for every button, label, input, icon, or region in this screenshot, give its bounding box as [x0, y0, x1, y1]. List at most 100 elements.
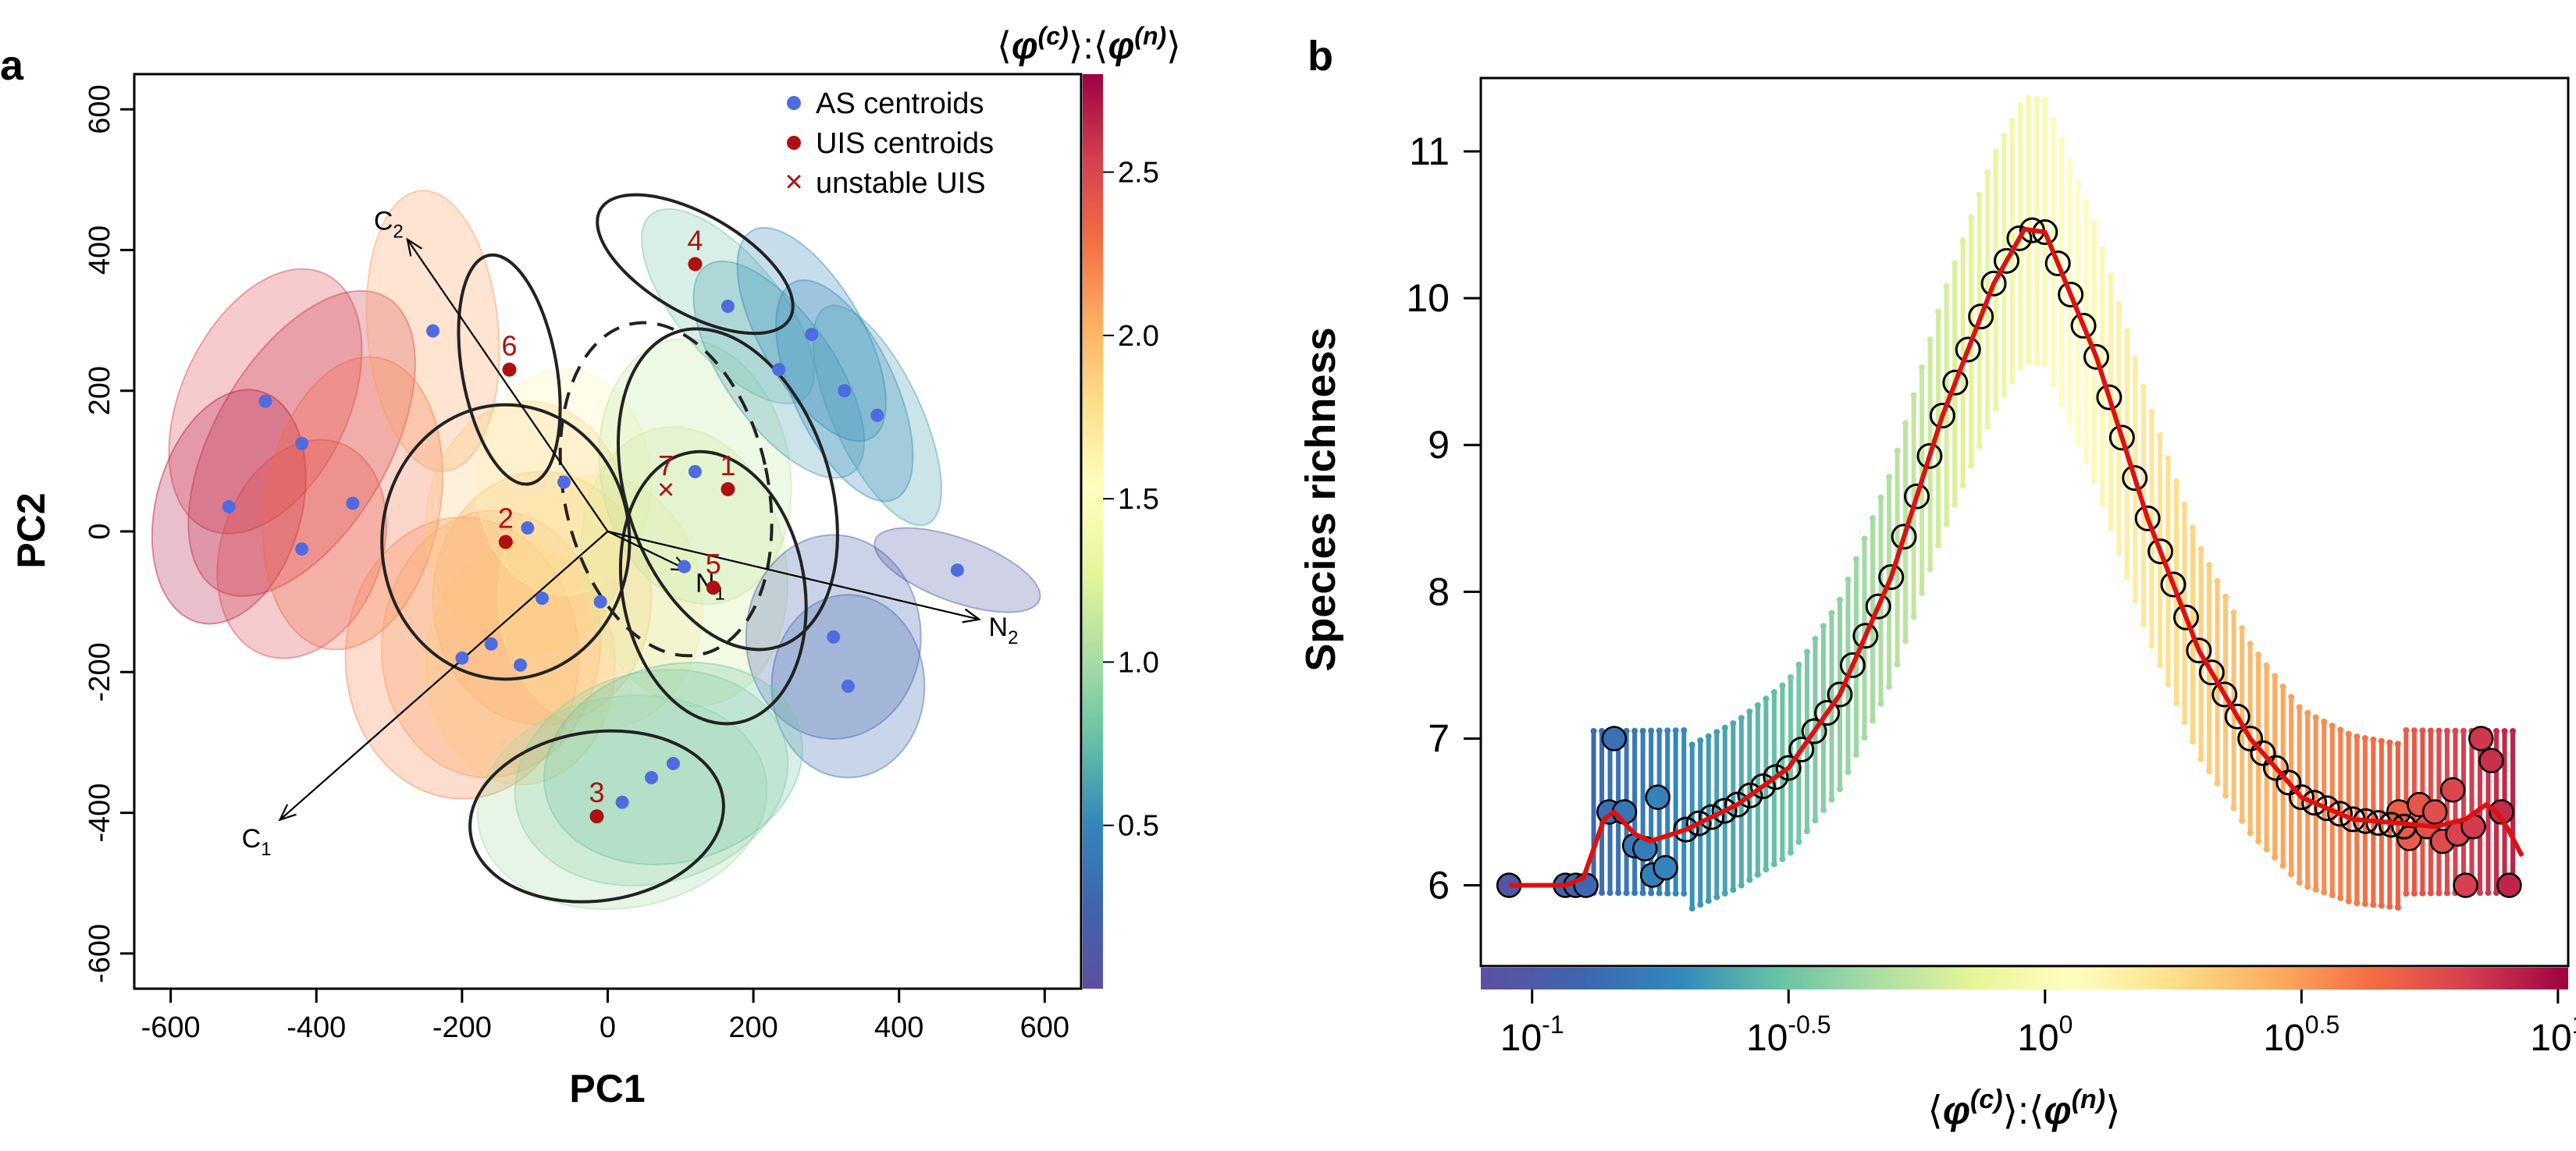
error-bar-cap-bottom [2008, 378, 2016, 385]
pc-arrow-head [278, 804, 297, 822]
panel-a-y-label: PC2 [9, 492, 53, 568]
x-tick-label: 400 [874, 1011, 923, 1044]
error-bar-cap-bottom [1910, 613, 1917, 620]
error-bar-cap-bottom [1713, 893, 1720, 901]
error-bar-cap-bottom [2345, 897, 2352, 904]
mean-point [2275, 769, 2302, 796]
legend-as-marker [787, 96, 801, 110]
pc-arrow-shaft [607, 531, 688, 571]
y-tick-label: 7 [1428, 716, 1450, 760]
error-bar-cap-top [2427, 727, 2434, 734]
as-ellipses-layer [151, 190, 1041, 911]
mean-point [2006, 225, 2033, 251]
pc-arrow-shaft [406, 239, 609, 532]
pc-arrow-shaft [279, 531, 609, 821]
panel-b-y-axis: 6 7 8 9 10 11 [1406, 130, 1481, 908]
panel-a-colorbar: 0.51.01.52.02.5 ⟨φ(c)⟩:⟨φ(n)⟩ [997, 22, 1181, 989]
error-bar-cap-top [1976, 191, 1983, 198]
sparse-point [2478, 748, 2504, 773]
error-bar-cap-top [2165, 455, 2172, 462]
error-bar-cap-top [1795, 661, 1802, 668]
error-bar-cap-bottom [1828, 796, 1835, 803]
error-bar-cap-bottom [1631, 890, 1638, 897]
sparse-point [2453, 872, 2478, 898]
error-bars-layer [1590, 94, 2517, 912]
sparse-point [2468, 726, 2494, 751]
panel-a-legend: AS centroids UIS centroids × unstable UI… [785, 87, 994, 200]
as-centroid [426, 324, 440, 338]
error-bar-cap-bottom [2140, 620, 2147, 627]
mean-point [1673, 816, 1699, 843]
mean-point [1788, 737, 1815, 763]
error-bar-cap-top [2132, 356, 2139, 363]
as-centroid [557, 475, 571, 489]
error-bar-cap-top [1935, 308, 1942, 315]
mean-point [2058, 281, 2084, 307]
error-bar-cap-bottom [2115, 549, 2122, 556]
error-bar-cap-top [2411, 727, 2418, 734]
unstable-uis-marker: × [657, 474, 674, 506]
y-tick-label: -400 [84, 783, 116, 843]
error-bar-cap-top [2279, 683, 2286, 690]
error-bar-cap-bottom [2370, 901, 2377, 908]
error-bar-cap-bottom [2132, 597, 2139, 604]
error-bar-cap-bottom [2230, 805, 2237, 812]
error-bar-cap-bottom [1852, 751, 1859, 758]
mean-point [2262, 755, 2289, 781]
error-bar-cap-top [2197, 545, 2204, 552]
error-bar-cap-top [1746, 708, 1753, 715]
mean-point [1968, 304, 1994, 330]
mean-point [1929, 403, 1955, 429]
mean-point [1801, 718, 1827, 744]
uis-centroid [498, 535, 513, 549]
tick-exponent: -1 [1542, 1011, 1564, 1039]
error-bar-cap-top [1688, 741, 1695, 748]
pc-arrow-head [962, 608, 982, 623]
panel-a-x-axis: -600 -400 -200 0 200 400 600 [141, 989, 1069, 1044]
error-bar-cap-bottom [2156, 662, 2163, 669]
arrow-subscript: 1 [261, 839, 271, 860]
error-bar-cap-top [2460, 727, 2467, 734]
mean-point [2134, 505, 2161, 531]
as-centroid [615, 795, 629, 809]
error-bar-cap-bottom [2296, 879, 2303, 886]
error-bar-cap-bottom [2197, 755, 2204, 762]
error-bar-cap-bottom [2017, 364, 2024, 371]
mean-point [1852, 623, 1879, 649]
colorbar-tick-label: 1.0 [1118, 646, 1159, 679]
error-bar-cap-bottom [1992, 405, 1999, 412]
error-bar-cap-top [2239, 625, 2246, 632]
error-bar-cap-bottom [2435, 890, 2443, 897]
y-tick-label: -200 [84, 642, 116, 702]
error-bar-cap-bottom [2263, 846, 2270, 853]
x-tick-label: 0 [600, 1011, 616, 1044]
x-tick-label: 200 [728, 1011, 777, 1044]
mean-point [2314, 795, 2340, 822]
error-bar-cap-bottom [2378, 902, 2385, 909]
error-bar-cap-bottom [1746, 876, 1753, 883]
mean-point [1942, 369, 1969, 396]
error-bar-cap-top [2058, 137, 2065, 144]
colorbar-title-open: ⟨ [997, 26, 1012, 67]
error-bar-cap-bottom [2074, 439, 2081, 446]
x-tick-label: 10-0.5 [1746, 1011, 1831, 1059]
panel-b-label: b [1308, 33, 1333, 80]
mean-point [1814, 700, 1841, 726]
error-bar-cap-top [1870, 515, 1877, 522]
error-bar-cap-bottom [1606, 890, 1614, 897]
error-bar-cap-bottom [2058, 400, 2065, 407]
as-centroid [827, 630, 841, 644]
error-bar-cap-bottom [2272, 854, 2279, 861]
xlabel-open: ⟨ [1927, 1089, 1943, 1132]
as-centroid [455, 651, 469, 665]
error-bar-cap-bottom [1639, 890, 1646, 897]
error-bar-cap-top [1959, 237, 1966, 244]
as-centroid [677, 560, 691, 574]
colorbar-tick-label: 2.0 [1118, 320, 1159, 353]
error-bar-cap-bottom [1754, 871, 1761, 878]
colorbar-title-close: ⟩ [1166, 26, 1181, 67]
error-bar-cap-top [1639, 727, 1646, 734]
error-bar-cap-top [2272, 673, 2279, 680]
